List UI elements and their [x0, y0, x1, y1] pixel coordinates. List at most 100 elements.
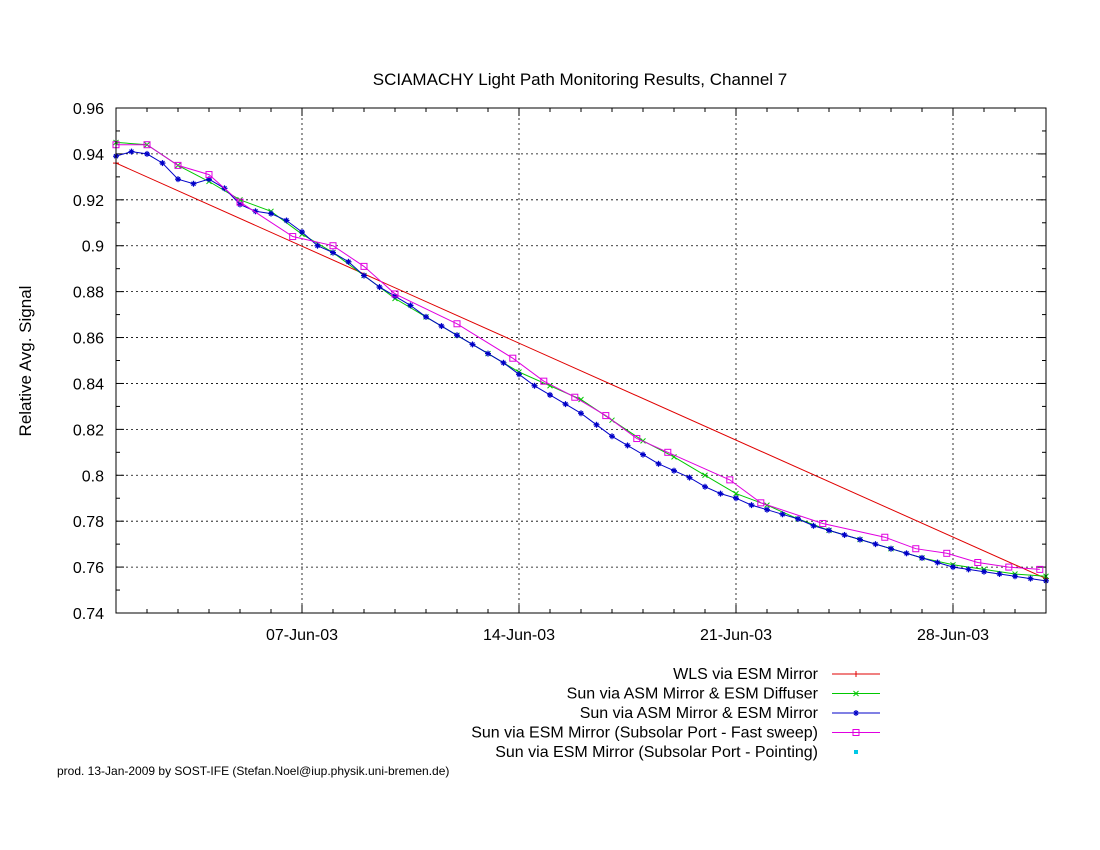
- data-point: [330, 249, 336, 256]
- data-point: [1027, 575, 1034, 582]
- data-point: [857, 536, 863, 543]
- data-point: [671, 467, 677, 474]
- series-3: [112, 141, 1044, 573]
- data-point: [540, 377, 548, 385]
- data-point: [624, 442, 631, 449]
- data-point: [500, 359, 507, 366]
- data-point: [438, 323, 445, 330]
- data-point: [726, 476, 734, 484]
- data-point: [764, 506, 770, 513]
- x-tick-label: 21-Jun-03: [700, 627, 772, 644]
- data-point: [965, 566, 972, 573]
- data-point: [360, 262, 368, 270]
- data-point: [919, 554, 925, 561]
- legend-label: Sun via ESM Mirror (Subsolar Port - Poin…: [495, 744, 818, 761]
- series-line: [115, 141, 1047, 577]
- legend-label: WLS via ESM Mirror: [673, 666, 819, 683]
- data-point: [903, 550, 910, 557]
- data-point: [853, 690, 859, 697]
- data-point: [562, 401, 569, 408]
- data-point: [826, 527, 832, 534]
- data-point: [593, 421, 600, 428]
- data-point: [175, 176, 181, 183]
- series-2: [113, 148, 1049, 584]
- data-point: [702, 472, 708, 479]
- data-point: [640, 451, 646, 458]
- data-point: [190, 180, 197, 187]
- data-point: [469, 341, 476, 348]
- data-point: [283, 217, 290, 224]
- x-tick-label: 28-Jun-03: [917, 627, 989, 644]
- data-point: [950, 564, 956, 571]
- data-point: [159, 160, 166, 167]
- data-point: [943, 549, 951, 557]
- data-point: [795, 515, 801, 522]
- y-tick-label: 0.76: [73, 560, 104, 577]
- data-point: [888, 545, 894, 552]
- data-point: [912, 545, 920, 553]
- chart-title: SCIAMACHY Light Path Monitoring Results,…: [373, 70, 788, 89]
- series-0: [113, 160, 1049, 582]
- data-point: [268, 210, 274, 217]
- data-point: [236, 198, 244, 206]
- data-point: [702, 483, 708, 490]
- data-point: [853, 671, 859, 677]
- data-point: [143, 141, 151, 149]
- series-line: [115, 162, 1047, 580]
- footer-credit: prod. 13-Jan-2009 by SOST-IFE (Stefan.No…: [57, 764, 450, 778]
- legend-label: Sun via ESM Mirror (Subsolar Port - Fast…: [471, 725, 818, 742]
- data-point: [852, 729, 860, 736]
- data-point: [779, 511, 786, 518]
- y-tick-label: 0.9: [82, 239, 104, 256]
- y-tick-label: 0.96: [73, 101, 104, 118]
- data-point: [509, 354, 517, 362]
- data-point: [453, 320, 461, 328]
- data-point: [686, 474, 693, 481]
- data-point: [571, 393, 579, 401]
- data-point: [361, 272, 367, 279]
- data-point: [733, 490, 739, 497]
- y-tick-label: 0.88: [73, 285, 104, 302]
- data-point: [407, 302, 414, 309]
- data-point: [423, 313, 429, 320]
- data-point: [819, 519, 827, 527]
- legend-item: Sun via ASM Mirror & ESM Diffuser: [567, 686, 880, 703]
- data-point: [205, 171, 213, 179]
- data-point: [547, 391, 553, 398]
- data-point: [853, 710, 859, 716]
- series-1: [113, 139, 1049, 580]
- data-point: [934, 559, 941, 566]
- data-point: [376, 284, 383, 291]
- data-point: [329, 242, 337, 250]
- grid: [116, 108, 1046, 613]
- y-tick-label: 0.82: [73, 422, 104, 439]
- data-point: [996, 570, 1003, 577]
- legend-label: Sun via ASM Mirror & ESM Diffuser: [567, 686, 819, 703]
- data-point: [485, 350, 491, 357]
- data-point: [144, 150, 150, 157]
- series-line: [116, 144, 1040, 570]
- data-point: [810, 522, 817, 529]
- data-point: [174, 161, 182, 169]
- data-point: [454, 332, 460, 339]
- y-tick-label: 0.94: [73, 147, 104, 164]
- data-point: [748, 502, 755, 509]
- data-point: [128, 148, 135, 155]
- y-tick-label: 0.78: [73, 514, 104, 531]
- data-point: [516, 371, 522, 378]
- y-tick-label: 0.8: [82, 468, 104, 485]
- data-point: [314, 242, 321, 249]
- axis-ticks: 0.74 0.76 0.78 0.8 0.82 0.84 0.86 0.88 0.9 0.92 0.…: [73, 101, 1047, 644]
- legend-item: Sun via ESM Mirror (Subsolar Port - Poin…: [495, 744, 858, 761]
- data-point: [531, 382, 538, 389]
- data-point: [1005, 563, 1013, 571]
- data-point: [609, 433, 615, 440]
- data-point: [1012, 573, 1018, 580]
- data-point: [237, 196, 243, 203]
- y-tick-label: 0.84: [73, 376, 104, 393]
- y-tick-label: 0.74: [73, 606, 104, 623]
- data-point: [717, 490, 724, 497]
- data-point: [841, 531, 848, 538]
- data-point: [981, 568, 987, 575]
